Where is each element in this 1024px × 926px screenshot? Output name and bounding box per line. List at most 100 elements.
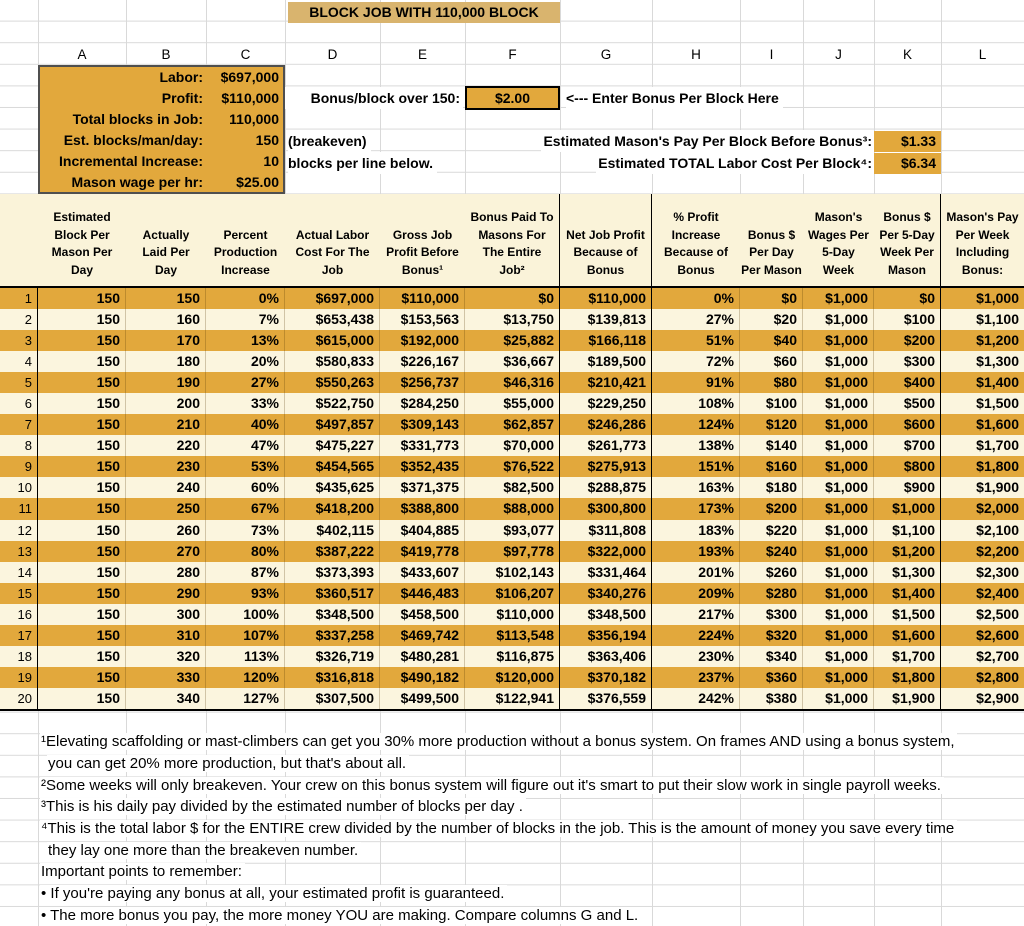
cell-bonus-paid[interactable]: $76,522: [465, 456, 560, 478]
cell-profit-increase[interactable]: 173%: [652, 498, 740, 520]
cell-estimated-block[interactable]: 150: [38, 329, 126, 351]
cell-actual-labor-cost[interactable]: $435,625: [285, 477, 380, 499]
cell-net-profit[interactable]: $246,286: [560, 414, 652, 436]
cell-wages-per-week[interactable]: $1,000: [803, 308, 874, 330]
cell-actual-labor-cost[interactable]: $550,263: [285, 371, 380, 393]
cell-net-profit[interactable]: $363,406: [560, 646, 652, 668]
cell-pay-per-week[interactable]: $1,400: [976, 373, 1019, 390]
cell-actually-laid[interactable]: 240: [126, 477, 206, 499]
cell-actual-labor-cost[interactable]: $307,500: [285, 688, 380, 710]
cell-bonus-per-day[interactable]: $380: [740, 688, 803, 710]
cell-net-profit[interactable]: $261,773: [560, 435, 652, 457]
cell-bonus-per-day[interactable]: $300: [740, 603, 803, 625]
cell-percent-increase[interactable]: 100%: [206, 603, 285, 625]
column-letter[interactable]: G: [600, 47, 612, 62]
cell-bonus-per-day[interactable]: $180: [740, 477, 803, 499]
row-number-cell[interactable]: 3: [0, 329, 38, 351]
column-letter[interactable]: J: [835, 47, 842, 62]
cell-profit-increase[interactable]: 27%: [652, 308, 740, 330]
cell-profit-increase[interactable]: 151%: [652, 456, 740, 478]
cell-wages-per-week[interactable]: $1,000: [803, 287, 874, 309]
cell-percent-increase[interactable]: 60%: [206, 477, 285, 499]
cell-bonus-per-day[interactable]: $220: [740, 519, 803, 541]
cell-wages-per-week[interactable]: $1,000: [803, 646, 874, 668]
cell-profit-increase[interactable]: 237%: [652, 667, 740, 689]
cell-gross-profit[interactable]: $480,281: [380, 646, 465, 668]
cell-bonus-per-week[interactable]: $900: [874, 477, 941, 499]
cell-profit-increase[interactable]: 201%: [652, 561, 740, 583]
cell-pay-per-week[interactable]: $2,300: [976, 563, 1019, 580]
column-letter[interactable]: F: [508, 47, 517, 62]
cell-percent-increase[interactable]: 107%: [206, 625, 285, 647]
row-number-cell[interactable]: 10: [0, 477, 38, 499]
cell-bonus-paid[interactable]: $88,000: [465, 498, 560, 520]
cell-actually-laid[interactable]: 170: [126, 329, 206, 351]
cell-percent-increase[interactable]: 20%: [206, 350, 285, 372]
cell-bonus-per-week[interactable]: $0: [874, 287, 941, 309]
cell-actual-labor-cost[interactable]: $522,750: [285, 392, 380, 415]
cell-gross-profit[interactable]: $226,167: [380, 350, 465, 372]
cell-net-profit[interactable]: $189,500: [560, 350, 652, 372]
cell-percent-increase[interactable]: 33%: [206, 392, 285, 415]
cell-percent-increase[interactable]: 13%: [206, 329, 285, 351]
cell-bonus-per-day[interactable]: $240: [740, 540, 803, 562]
cell-bonus-per-week[interactable]: $1,900: [874, 688, 941, 710]
cell-wages-per-week[interactable]: $1,000: [803, 498, 874, 520]
cell-net-profit[interactable]: $300,800: [560, 498, 652, 520]
row-number-cell[interactable]: 18: [0, 646, 38, 668]
cell-actual-labor-cost[interactable]: $348,500: [285, 603, 380, 625]
cell-net-profit[interactable]: $139,813: [560, 308, 652, 330]
row-number-cell[interactable]: 14: [0, 561, 38, 583]
cell-pay-per-week[interactable]: $2,800: [976, 669, 1019, 686]
cell-actual-labor-cost[interactable]: $337,258: [285, 625, 380, 647]
cell-actual-labor-cost[interactable]: $360,517: [285, 582, 380, 604]
column-letter[interactable]: D: [327, 47, 338, 62]
cell-estimated-block[interactable]: 150: [38, 287, 126, 309]
cell-estimated-block[interactable]: 150: [38, 308, 126, 330]
cell-actually-laid[interactable]: 330: [126, 667, 206, 689]
cell-profit-increase[interactable]: 72%: [652, 350, 740, 372]
cell-gross-profit[interactable]: $419,778: [380, 540, 465, 562]
row-number-cell[interactable]: 1: [0, 287, 38, 309]
cell-pay-per-week[interactable]: $2,500: [976, 605, 1019, 622]
cell-bonus-per-day[interactable]: $280: [740, 582, 803, 604]
cell-wages-per-week[interactable]: $1,000: [803, 667, 874, 689]
cell-bonus-per-week[interactable]: $300: [874, 350, 941, 372]
cell-percent-increase[interactable]: 120%: [206, 667, 285, 689]
cell-pay-per-week[interactable]: $1,700: [976, 437, 1019, 454]
cell-percent-increase[interactable]: 113%: [206, 646, 285, 668]
cell-bonus-per-day[interactable]: $60: [740, 350, 803, 372]
cell-net-profit[interactable]: $110,000: [560, 287, 652, 309]
cell-wages-per-week[interactable]: $1,000: [803, 414, 874, 436]
cell-gross-profit[interactable]: $433,607: [380, 561, 465, 583]
cell-bonus-paid[interactable]: $110,000: [465, 603, 560, 625]
cell-gross-profit[interactable]: $388,800: [380, 498, 465, 520]
cell-pay-per-week[interactable]: $1,200: [976, 331, 1019, 348]
cell-bonus-paid[interactable]: $113,548: [465, 625, 560, 647]
cell-bonus-per-day[interactable]: $160: [740, 456, 803, 478]
row-number-cell[interactable]: 9: [0, 456, 38, 478]
cell-bonus-per-week[interactable]: $1,600: [874, 625, 941, 647]
param-value-cell[interactable]: $25.00: [236, 173, 279, 190]
cell-actual-labor-cost[interactable]: $387,222: [285, 540, 380, 562]
cell-bonus-paid[interactable]: $120,000: [465, 667, 560, 689]
cell-wages-per-week[interactable]: $1,000: [803, 350, 874, 372]
cell-pay-per-week[interactable]: $1,600: [976, 416, 1019, 433]
cell-actual-labor-cost[interactable]: $697,000: [285, 287, 380, 309]
cell-pay-per-week[interactable]: $1,900: [976, 479, 1019, 496]
cell-profit-increase[interactable]: 183%: [652, 519, 740, 541]
cell-gross-profit[interactable]: $192,000: [380, 329, 465, 351]
cell-net-profit[interactable]: $348,500: [560, 603, 652, 625]
cell-bonus-per-day[interactable]: $40: [740, 329, 803, 351]
cell-percent-increase[interactable]: 53%: [206, 456, 285, 478]
cell-net-profit[interactable]: $376,559: [560, 688, 652, 710]
row-number-cell[interactable]: 6: [0, 392, 38, 415]
cell-estimated-block[interactable]: 150: [38, 498, 126, 520]
cell-actual-labor-cost[interactable]: $418,200: [285, 498, 380, 520]
cell-pay-per-week[interactable]: $2,400: [976, 584, 1019, 601]
cell-estimated-block[interactable]: 150: [38, 540, 126, 562]
row-number-cell[interactable]: 17: [0, 625, 38, 647]
cell-gross-profit[interactable]: $371,375: [380, 477, 465, 499]
row-number-cell[interactable]: 11: [0, 498, 38, 520]
cell-net-profit[interactable]: $370,182: [560, 667, 652, 689]
